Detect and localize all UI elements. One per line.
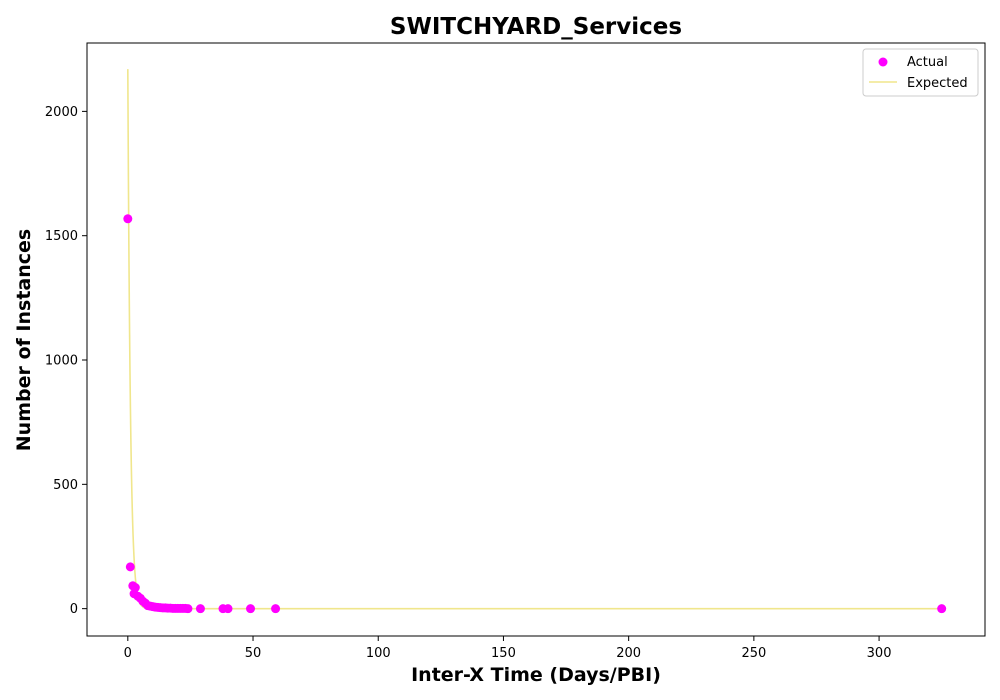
y-tick-label: 1000	[45, 354, 78, 369]
legend-label-expected: Expected	[907, 76, 968, 91]
y-tick-label: 2000	[45, 105, 78, 120]
legend: Actual Expected	[862, 48, 979, 97]
actual-point	[183, 604, 193, 614]
x-tick-label: 100	[366, 646, 391, 661]
actual-point	[125, 562, 135, 572]
y-tick-label: 0	[70, 602, 78, 617]
x-tick-label: 150	[491, 646, 516, 661]
actual-point	[195, 604, 205, 614]
x-tick-label: 300	[867, 646, 892, 661]
actual-point	[937, 604, 947, 614]
y-axis-title: Number of Instances	[13, 229, 35, 451]
actual-point	[271, 604, 281, 614]
actual-point	[223, 604, 233, 614]
expected-line	[127, 69, 942, 610]
axes-frame	[86, 42, 986, 637]
actual-point	[246, 604, 256, 614]
x-tick-label: 200	[616, 646, 641, 661]
x-tick-label: 250	[741, 646, 766, 661]
legend-box	[862, 48, 979, 97]
legend-marker-actual	[878, 57, 888, 67]
x-axis: 0 50 100 150 200 250 300	[124, 636, 892, 661]
x-tick-label: 50	[245, 646, 262, 661]
plot-area	[123, 69, 947, 614]
y-tick-label: 500	[53, 478, 78, 493]
x-tick-label: 0	[124, 646, 132, 661]
y-tick-label: 1500	[45, 229, 78, 244]
x-axis-title: Inter-X Time (Days/PBI)	[411, 664, 661, 686]
chart-title: SWITCHYARD_Services	[390, 14, 682, 40]
actual-point	[123, 214, 133, 224]
y-axis: 0 500 1000 1500 2000	[45, 105, 87, 617]
legend-label-actual: Actual	[907, 55, 948, 70]
